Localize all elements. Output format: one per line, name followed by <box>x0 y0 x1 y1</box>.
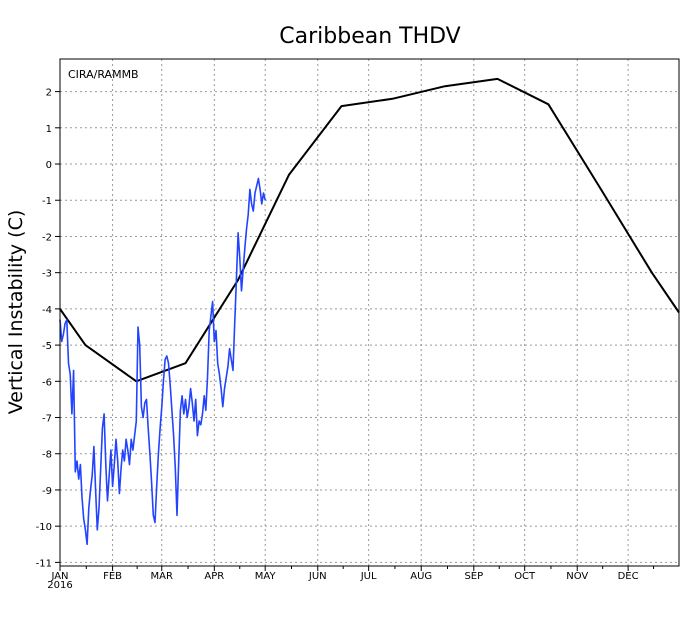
y-axis: 2 1 0 -1 -2 -3 -4 -5 -6 -7 -8 -9 -10 -11 <box>36 88 60 569</box>
x-tick-label: JUN <box>308 571 327 582</box>
x-axis-year-label: 2016 <box>47 580 72 591</box>
y-tick-label: -9 <box>42 486 52 497</box>
y-tick-label: -2 <box>42 232 52 243</box>
x-tick-label: FEB <box>103 571 122 582</box>
chart-title: Caribbean THDV <box>279 24 460 49</box>
y-tick-label: 0 <box>46 160 52 171</box>
x-tick-label: NOV <box>566 571 588 582</box>
y-tick-label: -1 <box>42 196 52 207</box>
series-lines <box>59 77 680 546</box>
y-tick-label: -4 <box>42 305 52 316</box>
credit-label: CIRA/RAMMB <box>68 68 139 81</box>
x-tick-label: SEP <box>464 571 483 582</box>
x-tick-label: JAN <box>50 571 68 582</box>
y-axis-label: Vertical Instability (C) <box>5 210 27 415</box>
x-tick-label: APR <box>204 571 224 582</box>
x-axis: JAN FEB MAR APR MAY JUN JUL AUG SEP OCT NOV DEC <box>50 566 655 582</box>
y-tick-label: -5 <box>42 341 52 352</box>
y-tick-label: -10 <box>36 522 52 533</box>
x-tick-label: DEC <box>618 571 639 582</box>
y-tick-label: -7 <box>42 414 52 425</box>
y-tick-label: -6 <box>42 377 52 388</box>
x-tick-label: MAY <box>255 571 277 582</box>
x-tick-label: JUL <box>360 571 377 582</box>
y-tick-label: 1 <box>46 124 52 135</box>
plot-frame <box>59 58 680 567</box>
series-line-2 <box>59 177 266 546</box>
y-tick-label: -8 <box>42 450 52 461</box>
y-tick-label: -3 <box>42 269 52 280</box>
x-tick-label: MAR <box>151 571 173 582</box>
gridlines <box>60 59 679 566</box>
series-line-1 <box>59 77 680 383</box>
y-tick-label: 2 <box>46 88 52 99</box>
x-tick-label: AUG <box>410 571 432 582</box>
x-tick-label: OCT <box>514 571 536 582</box>
y-tick-label: -11 <box>36 558 52 569</box>
